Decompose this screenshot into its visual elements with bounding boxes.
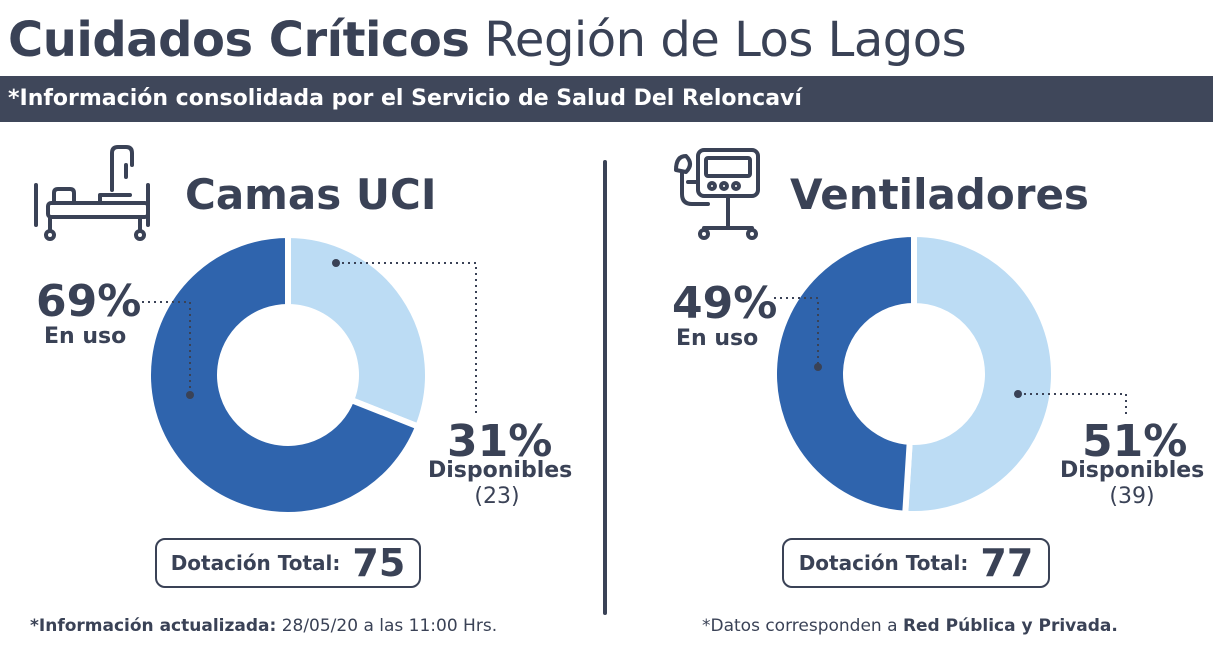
camas-available-label: Disponibles [428, 458, 573, 483]
camas-in-use-slice [145, 231, 423, 518]
footnote-sources-bold: Red Pública y Privada. [902, 616, 1118, 636]
camas-available-leader-dot [332, 259, 340, 267]
ventiladores-available-label: Disponibles [1060, 458, 1205, 483]
ventiladores-total-value: 77 [980, 541, 1034, 585]
camas-total-box: Dotación Total: 75 [155, 538, 421, 588]
ventiladores-available-leader [1018, 393, 1127, 414]
ventiladores-title: Ventiladores [790, 170, 1089, 219]
camas-total-value: 75 [352, 541, 406, 585]
camas-in-use-leader [142, 301, 191, 395]
ventiladores-total-label: Dotación Total: [798, 551, 969, 575]
camas-in-use-leader-dot [186, 391, 194, 399]
info-banner: *Información consolidada por el Servicio… [0, 76, 1213, 122]
ventiladores-available-leader-dot [1014, 390, 1022, 398]
camas-available-count: (23) [474, 484, 520, 509]
ventiladores-available-pct: 51% [1082, 416, 1188, 467]
ventiladores-total-box: Dotación Total: 77 [782, 538, 1050, 588]
footnote-sources: *Datos corresponden a Red Pública y Priv… [702, 616, 1118, 636]
camas-available-leader [336, 262, 477, 415]
page-title: Cuidados Críticos Región de Los Lagos [8, 8, 967, 72]
footnote-updated: *Información actualizada: 28/05/20 a las… [30, 616, 497, 636]
ventiladores-in-use-leader [774, 297, 819, 367]
hospital-bed-icon [34, 145, 150, 241]
ventilator-icon [674, 148, 760, 240]
camas-in-use-pct: 69% [36, 276, 142, 327]
ventiladores-in-use-pct: 49% [672, 278, 778, 329]
title-light: Región de Los Lagos [484, 12, 967, 68]
ventiladores-in-use-label: En uso [676, 326, 759, 351]
camas-total-label: Dotación Total: [170, 551, 341, 575]
footnote-sources-start: *Datos corresponden a [702, 616, 898, 636]
title-bold: Cuidados Críticos [8, 12, 470, 68]
camas-in-use-label: En uso [44, 324, 127, 349]
ventiladores-available-count: (39) [1109, 484, 1155, 509]
section-divider [603, 160, 607, 615]
camas-available-slice [285, 231, 431, 431]
ventiladores-in-use-slice [771, 230, 917, 517]
camas-title: Camas UCI [185, 170, 437, 219]
camas-available-pct: 31% [447, 416, 553, 467]
ventiladores-in-use-leader-dot [814, 363, 822, 371]
footnote-updated-bold: *Información actualizada: [30, 616, 277, 636]
ventiladores-available-slice [902, 230, 1057, 517]
footnote-updated-rest: 28/05/20 a las 11:00 Hrs. [281, 616, 498, 636]
